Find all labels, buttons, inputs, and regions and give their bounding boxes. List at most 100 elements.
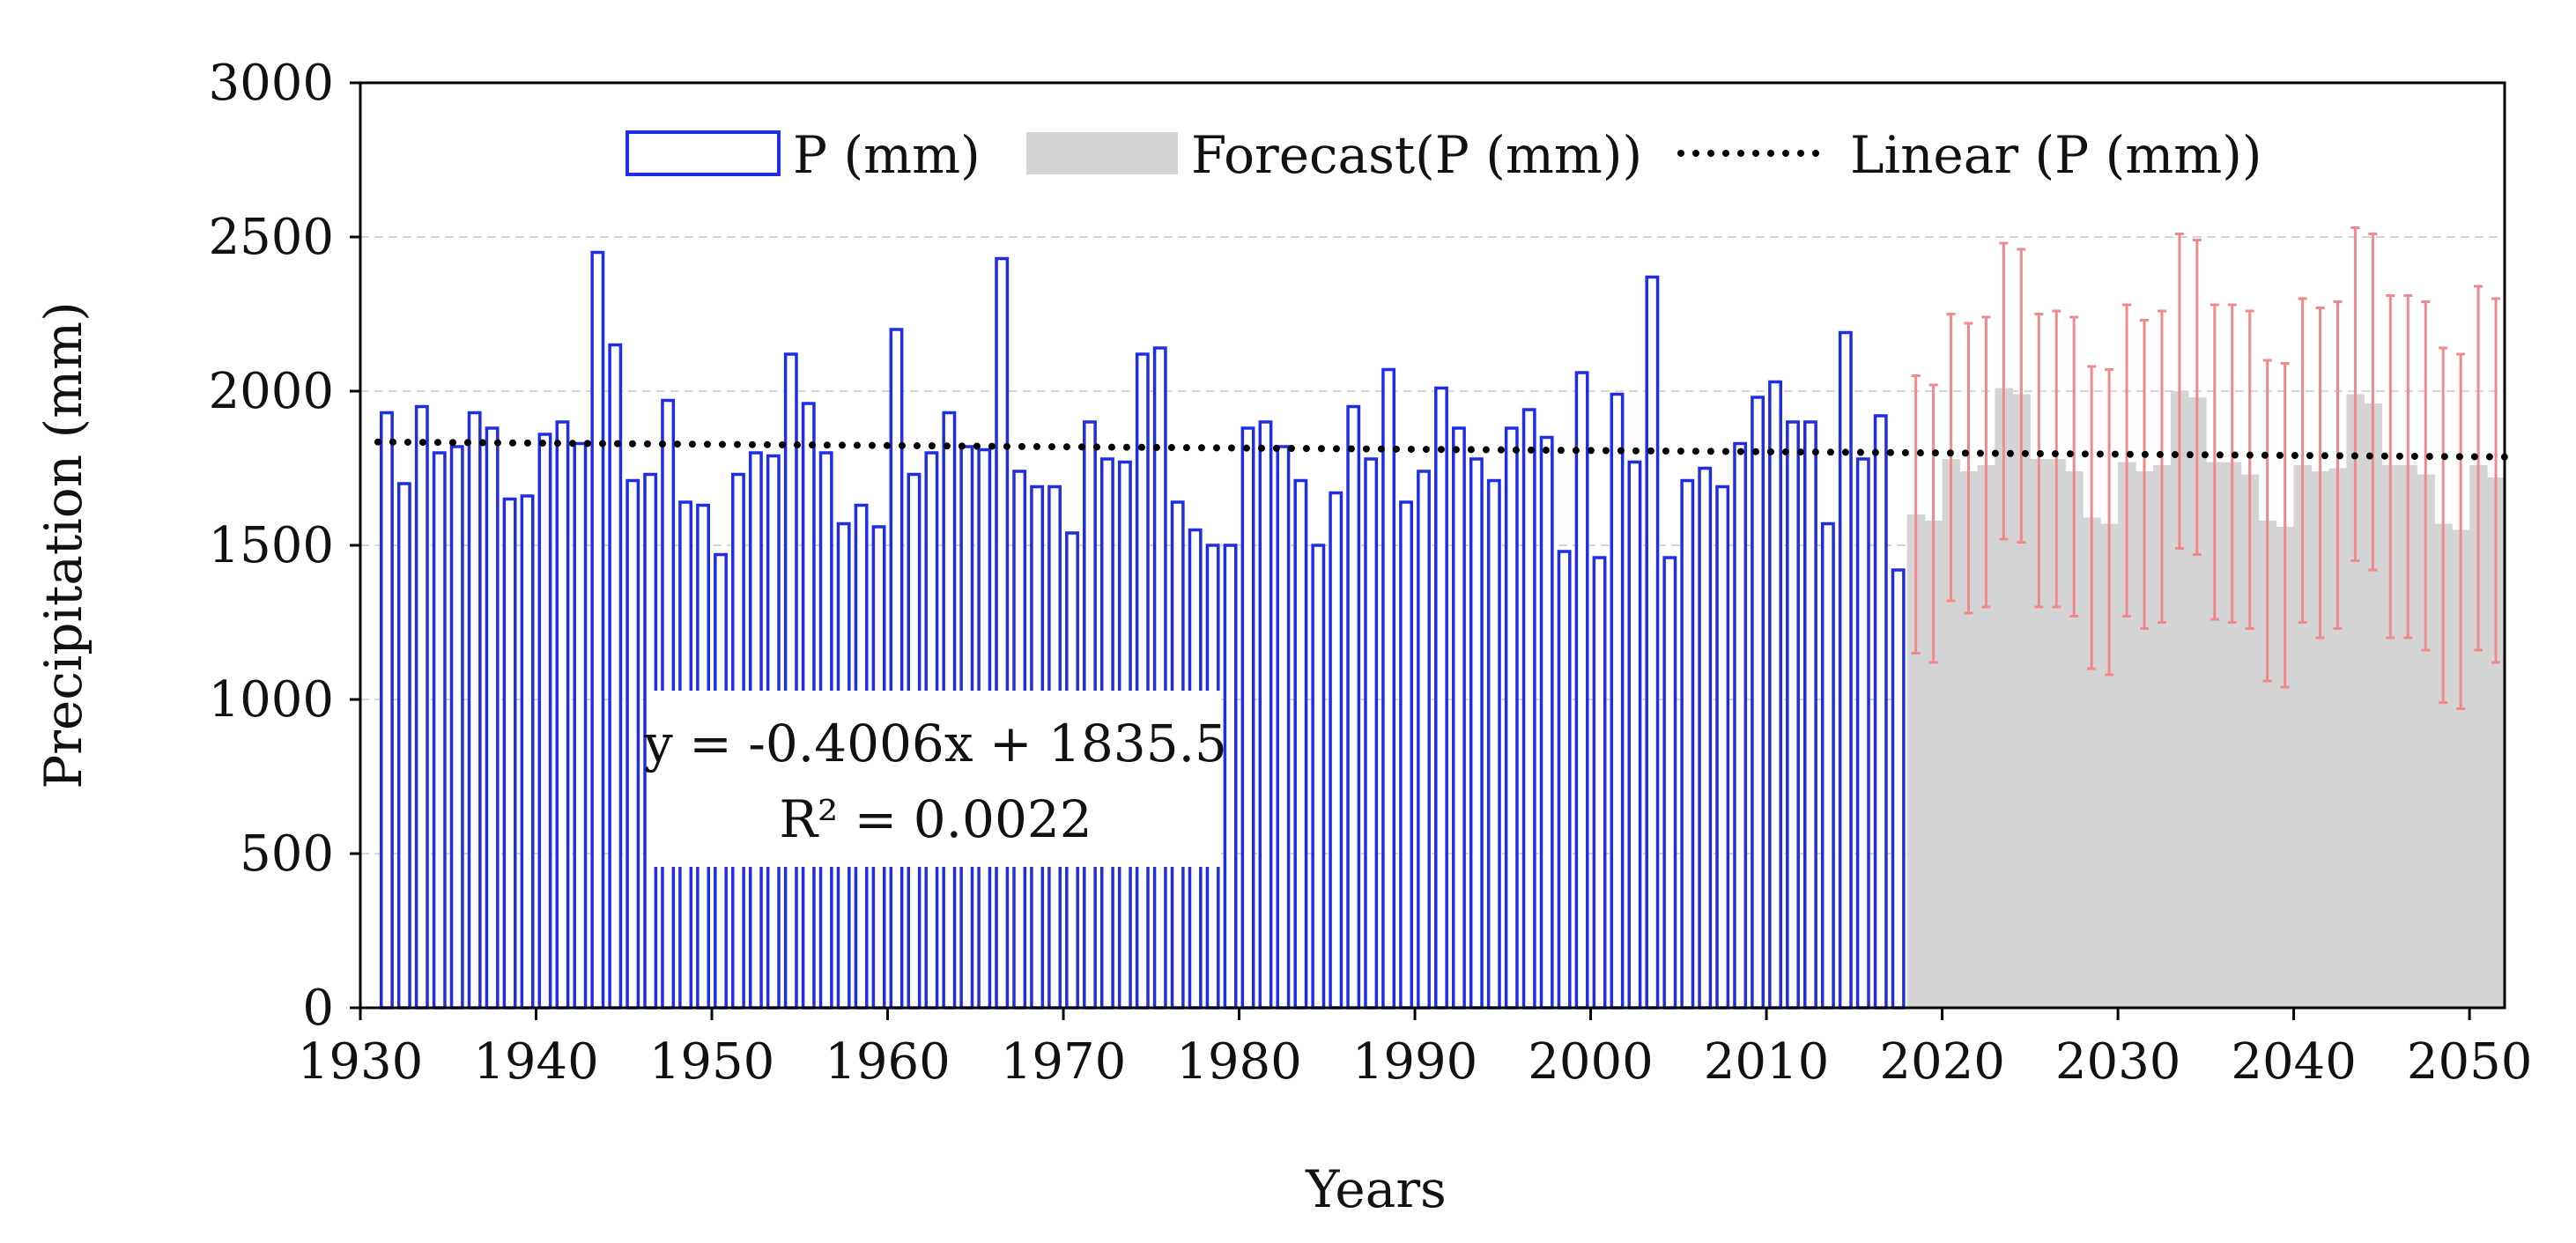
y-tick-label: 1000 — [208, 671, 334, 729]
observed-bar — [502, 497, 517, 1010]
forecast-bar — [2187, 397, 2207, 1008]
observed-bars — [379, 250, 1906, 1010]
x-tick-label: 2050 — [2407, 1033, 2533, 1091]
observed-bar — [1135, 352, 1150, 1010]
observed-bar — [1592, 556, 1607, 1010]
observed-bar — [1855, 457, 1870, 1010]
x-tick-label: 1930 — [298, 1033, 424, 1091]
forecast-bar — [2346, 394, 2365, 1008]
forecast-bar — [2311, 471, 2330, 1008]
x-axis-title: Years — [1305, 1159, 1447, 1219]
observed-bar — [1258, 420, 1273, 1010]
observed-bar — [1680, 478, 1695, 1010]
forecast-bar — [2469, 465, 2488, 1008]
forecast-bar — [1924, 521, 1943, 1008]
forecast-bar — [2030, 459, 2048, 1008]
observed-bar — [537, 433, 552, 1010]
trendline — [374, 438, 2508, 461]
forecast-bar — [2258, 521, 2277, 1008]
forecast-bar — [2417, 474, 2435, 1008]
observed-bar — [889, 328, 904, 1010]
observed-bar — [1539, 435, 1554, 1010]
y-tick-label: 3000 — [208, 55, 334, 112]
forecast-bar — [1995, 388, 2013, 1008]
observed-bar — [1293, 478, 1308, 1010]
observed-bar — [1803, 420, 1817, 1010]
y-tick-label: 2000 — [208, 363, 334, 420]
x-tick-label: 2020 — [1879, 1033, 2005, 1091]
observed-bar — [1381, 367, 1396, 1010]
observed-bar — [1276, 445, 1291, 1010]
observed-bar — [555, 420, 570, 1010]
observed-bar — [1311, 544, 1326, 1010]
observed-bar — [1451, 426, 1466, 1010]
observed-bar — [1715, 485, 1730, 1010]
x-tick-label: 1960 — [825, 1033, 951, 1091]
forecast-bar — [2381, 465, 2400, 1008]
observed-bar — [1434, 386, 1448, 1010]
forecast-bar — [2152, 465, 2172, 1008]
observed-bar — [1891, 568, 1906, 1010]
legend-label-trend: Linear (P (mm)) — [1850, 125, 2261, 185]
x-tick-label: 1970 — [1001, 1033, 1127, 1091]
legend-label-observed: P (mm) — [793, 125, 981, 185]
forecast-bar — [2452, 529, 2470, 1008]
observed-bar — [590, 250, 605, 1010]
observed-bar — [1504, 426, 1519, 1010]
observed-bar — [1698, 466, 1713, 1010]
forecast-bar — [2364, 403, 2382, 1008]
forecast-bar — [2012, 394, 2031, 1008]
observed-bar — [1733, 441, 1748, 1010]
forecast-bar — [2170, 391, 2189, 1008]
forecast-bar — [2487, 477, 2506, 1008]
x-tick-label: 1980 — [1176, 1033, 1302, 1091]
forecast-bar — [2205, 462, 2224, 1008]
forecast-bars — [1906, 388, 2506, 1008]
y-tick-label: 1500 — [208, 517, 334, 574]
observed-bar — [520, 494, 535, 1010]
legend: P (mm) Forecast(P (mm)) Linear (P (mm)) — [625, 125, 2261, 185]
observed-bar — [1820, 522, 1835, 1010]
observed-bar — [625, 478, 640, 1010]
x-tick-label: 2030 — [2055, 1033, 2181, 1091]
x-tick-label: 1990 — [1352, 1033, 1478, 1091]
forecast-bar — [1942, 459, 1961, 1008]
observed-bar — [1417, 470, 1431, 1010]
tick-layer: 0 500 1000 1500 2000 2500 3000 1930 1940 1950 1960… — [208, 55, 2532, 1091]
x-tick-label: 1950 — [649, 1033, 775, 1091]
forecast-bar — [2047, 459, 2066, 1008]
observed-bar — [1223, 544, 1238, 1010]
forecast-bar — [2118, 462, 2136, 1008]
forecast-bar — [2328, 468, 2348, 1008]
observed-bar — [449, 445, 464, 1010]
observed-bar — [432, 451, 447, 1010]
forecast-bar — [1959, 471, 1979, 1008]
observed-bar — [485, 426, 500, 1010]
x-tick-label: 2040 — [2231, 1033, 2357, 1091]
x-tick-label: 2010 — [1704, 1033, 1830, 1091]
observed-bar — [1240, 426, 1255, 1010]
legend-swatch-observed — [625, 130, 781, 176]
observed-bar — [1610, 392, 1625, 1010]
observed-bar — [1873, 414, 1888, 1010]
observed-bar — [1751, 396, 1765, 1010]
observed-bar — [1486, 478, 1501, 1010]
observed-bar — [1469, 457, 1484, 1010]
forecast-bar — [1906, 514, 1926, 1008]
observed-bar — [1662, 556, 1677, 1010]
y-tick-label: 2500 — [208, 209, 334, 266]
equation-box — [650, 691, 1221, 867]
observed-bar — [1329, 491, 1344, 1010]
observed-bar — [1399, 500, 1414, 1010]
x-tick-label: 1940 — [473, 1033, 599, 1091]
observed-bar — [1768, 380, 1782, 1010]
observed-bar — [1627, 460, 1642, 1010]
equation-text: y = -0.4006x + 1835.5 — [643, 714, 1227, 773]
y-tick-label: 0 — [302, 980, 334, 1037]
forecast-bar — [2434, 523, 2453, 1008]
observed-bar — [1645, 275, 1660, 1010]
forecast-bar — [2083, 517, 2101, 1008]
observed-bar — [573, 441, 588, 1010]
